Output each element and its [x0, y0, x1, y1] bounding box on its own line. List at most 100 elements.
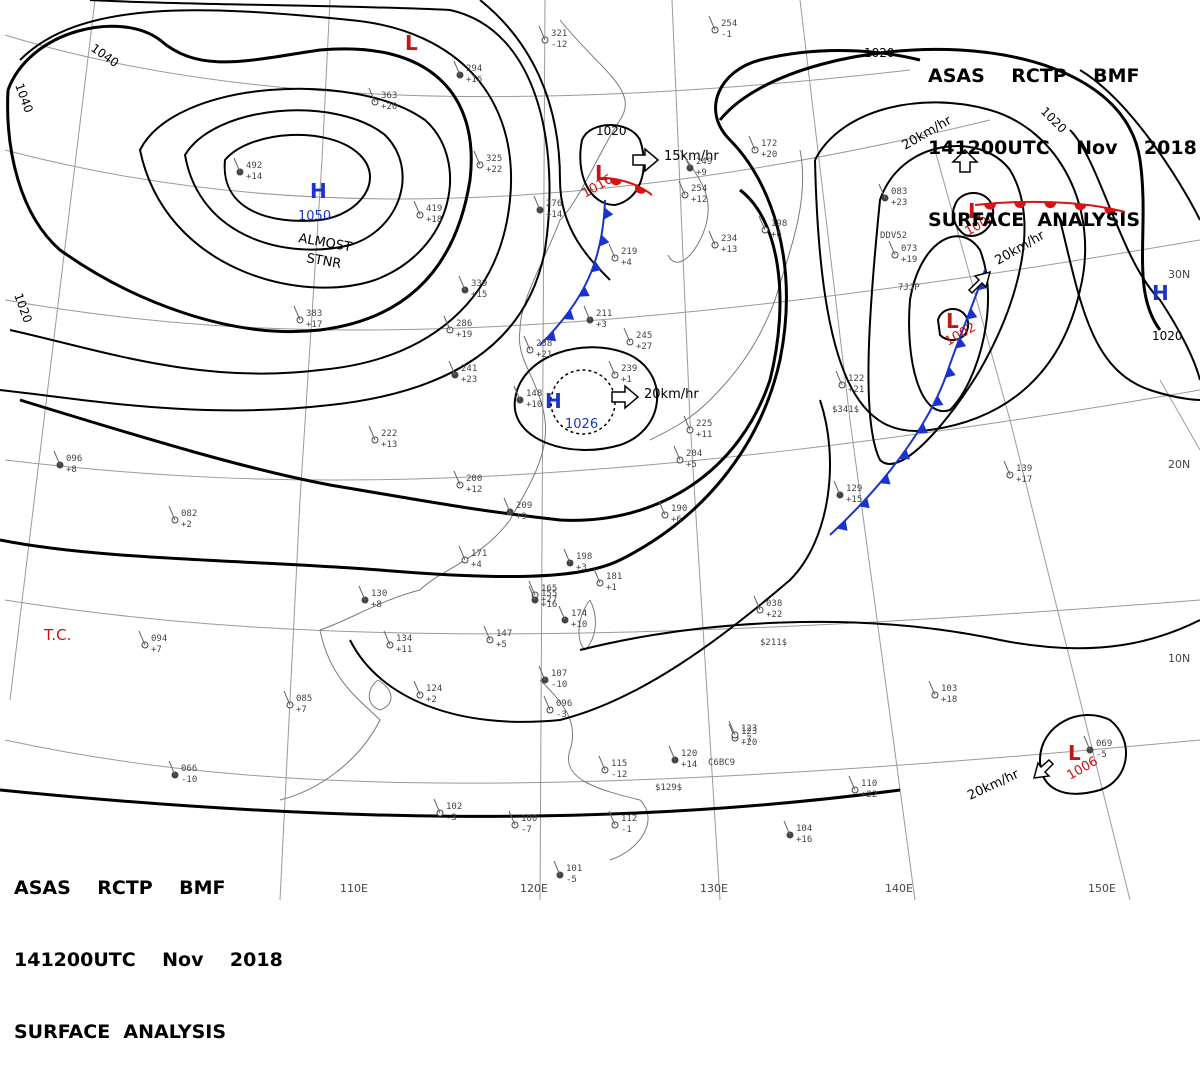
coast-hainan	[368, 679, 392, 711]
warm-front-semicircle	[1014, 201, 1027, 209]
station-pressure: 241	[461, 364, 477, 374]
header-top-right: ASAS RCTP BMF 141200UTC Nov 2018 SURFACE…	[928, 16, 1197, 256]
wind-barb	[835, 370, 843, 386]
station-plot: 066-10	[168, 760, 197, 785]
station-tendency: +1	[621, 375, 632, 385]
wind-barb	[483, 625, 491, 641]
arrow-sw-low-1006	[1032, 758, 1055, 779]
station-pressure: 123	[741, 724, 757, 734]
wind-barb	[413, 680, 421, 696]
wind-barb	[293, 305, 301, 321]
wind-barb	[833, 480, 841, 496]
wind-barb	[888, 240, 896, 256]
isobar-1040	[6, 24, 473, 334]
wind-barb	[683, 415, 691, 431]
parallel-20n	[4, 389, 1200, 481]
station-plot: 171+4	[458, 545, 487, 570]
station-tendency: +13	[721, 245, 737, 255]
warm-front-semicircle	[984, 203, 997, 210]
station-plot: 134+11	[383, 630, 412, 655]
cold-front-triangle	[932, 395, 944, 407]
station-pressure: 339	[471, 279, 487, 289]
meridian-100e	[9, 0, 96, 701]
station-plot: 148+10	[513, 385, 542, 410]
station-plot: 190+6	[658, 500, 687, 525]
isobar-1036	[9, 9, 513, 375]
station-tendency: +14	[546, 210, 562, 220]
station-plot: 103+18	[928, 680, 957, 705]
station-pressure: 101	[566, 864, 582, 874]
arrow-north-low-1000	[951, 148, 979, 173]
latitude-label: 20N	[1168, 458, 1190, 471]
coastlines	[279, 19, 804, 861]
station-pressure: 222	[381, 429, 397, 439]
station-tendency: +4	[471, 560, 482, 570]
isobar-value-label: 1020	[1152, 329, 1183, 343]
station-plot: 181+1	[593, 568, 622, 593]
station-pressure: 122	[848, 374, 864, 384]
station-plot: 102-3	[433, 798, 462, 823]
station-code: 7JJP	[898, 283, 920, 293]
station-plot: 234+13	[708, 230, 737, 255]
pressure-value: 1050	[298, 209, 331, 224]
cold-front-triangle	[545, 330, 557, 342]
station-pressure: 096	[556, 699, 572, 709]
cold-front-triangle	[966, 308, 978, 320]
station-plot: 211+3	[583, 305, 612, 330]
wind-barb	[878, 183, 886, 199]
station-plot: 115-12	[598, 755, 627, 780]
station-plot: 238+21	[523, 335, 552, 360]
isobar-1000-low	[952, 192, 995, 237]
station-tendency: -7	[741, 735, 752, 745]
station-pressure: 083	[891, 187, 907, 197]
wind-barb	[623, 327, 631, 343]
wind-barb	[168, 760, 176, 776]
header-line-3: SURFACE ANALYSIS	[928, 209, 1141, 231]
cold-front-triangle	[899, 449, 910, 460]
station-tendency: -5	[566, 875, 577, 885]
warm-front-semicircle	[610, 178, 623, 186]
station-tendency: -10	[551, 680, 567, 690]
station-tendency: +9	[696, 168, 707, 178]
warm-front-west	[602, 177, 653, 196]
station-pressure: 103	[941, 684, 957, 694]
station-plot: 204+5	[673, 445, 702, 470]
station-pressure: 102	[446, 802, 462, 812]
parallel-10n	[4, 599, 1200, 635]
wind-barb	[563, 548, 571, 564]
station-pressure: 066	[181, 764, 197, 774]
wind-barb	[708, 15, 716, 31]
movement-speed-label: 15km/hr	[664, 149, 719, 164]
station-plot: 254-1	[708, 15, 737, 40]
station-pressure: 073	[901, 244, 917, 254]
station-tendency: +11	[396, 645, 412, 655]
isobar-1016-east	[1059, 219, 1200, 401]
station-tendency: +18	[941, 695, 957, 705]
station-tendency: +6	[671, 515, 682, 525]
station-pressure: 171	[471, 549, 487, 559]
station-plot: 200+12	[453, 470, 482, 495]
station-tendency: +27	[636, 342, 652, 352]
longitude-label: 140E	[885, 882, 913, 895]
station-tendency: +10	[571, 620, 587, 630]
isobar-1020-low	[579, 124, 645, 207]
wind-barb	[433, 798, 441, 814]
station-plot: 249+9	[683, 153, 712, 178]
header-bottom-left: ASAS RCTP BMF 141200UTC Nov 2018 SURFACE…	[14, 828, 283, 1068]
cold-front-east	[829, 269, 986, 536]
pressure-letter: L	[405, 31, 418, 55]
station-tendency: +23	[461, 375, 477, 385]
station-pressure: 190	[671, 504, 687, 514]
station-plot: 069-5	[1083, 735, 1112, 760]
station-pressure: 147	[496, 629, 512, 639]
station-plot: 198+3	[563, 548, 592, 573]
latitude-label: 10N	[1168, 652, 1190, 665]
wind-barb	[473, 150, 481, 166]
station-tendency: +21	[536, 350, 552, 360]
tropical-cyclone-label: T.C.	[43, 626, 71, 644]
station-tendency: +12	[691, 195, 707, 205]
warm-front-semicircle	[1074, 203, 1087, 211]
station-tendency: +19	[456, 330, 472, 340]
arrow-east-high-1026	[611, 384, 640, 410]
station-plot: 363+20	[368, 87, 397, 112]
